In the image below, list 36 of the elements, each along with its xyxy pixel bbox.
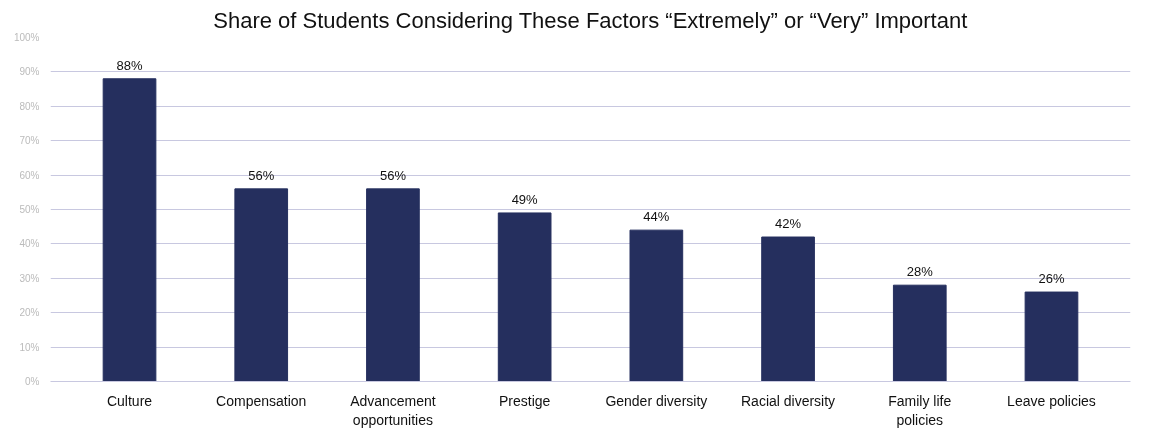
bar: [629, 229, 684, 382]
bar: [366, 188, 420, 382]
data-label: 56%: [248, 167, 275, 183]
bar: [102, 78, 157, 382]
bar: [892, 284, 947, 382]
x-tick-label: Prestige: [498, 392, 551, 409]
x-tick-label: Advancement opportunities: [350, 392, 436, 428]
y-tick-label: 30%: [19, 272, 40, 284]
data-label: 56%: [379, 167, 407, 183]
bar: [1024, 291, 1079, 382]
data-label: 88%: [116, 57, 143, 73]
bar: [234, 188, 289, 382]
bar: [497, 212, 552, 382]
y-tick-label: 10%: [19, 341, 40, 353]
data-label: 26%: [1038, 271, 1065, 287]
y-tick-label: 20%: [19, 307, 40, 319]
data-label: 49%: [511, 191, 539, 207]
y-tick-label: 40%: [19, 238, 40, 250]
y-tick-label: 80%: [19, 100, 40, 112]
y-tick-label: 60%: [19, 169, 40, 181]
x-tick-label: Racial diversity: [740, 392, 836, 409]
chart-title: Share of Students Considering These Factors “Extremely” or “Very” Important: [213, 7, 968, 33]
data-label: 42%: [775, 216, 802, 232]
x-tick-label: Culture: [106, 392, 153, 409]
y-tick-label: 0%: [25, 376, 40, 387]
x-tick-label: Leave policies: [1007, 392, 1096, 409]
y-tick-label: 70%: [19, 135, 40, 147]
x-tick-label: Family life policies: [888, 392, 952, 428]
bar: [761, 236, 815, 382]
y-tick-label: 100%: [13, 32, 40, 43]
x-tick-label: Gender diversity: [605, 392, 708, 409]
y-tick-label: 90%: [19, 66, 40, 78]
data-label: 44%: [643, 209, 670, 225]
data-label: 28%: [906, 264, 934, 280]
y-tick-label: 50%: [19, 204, 40, 215]
x-tick-label: Compensation: [216, 392, 307, 409]
